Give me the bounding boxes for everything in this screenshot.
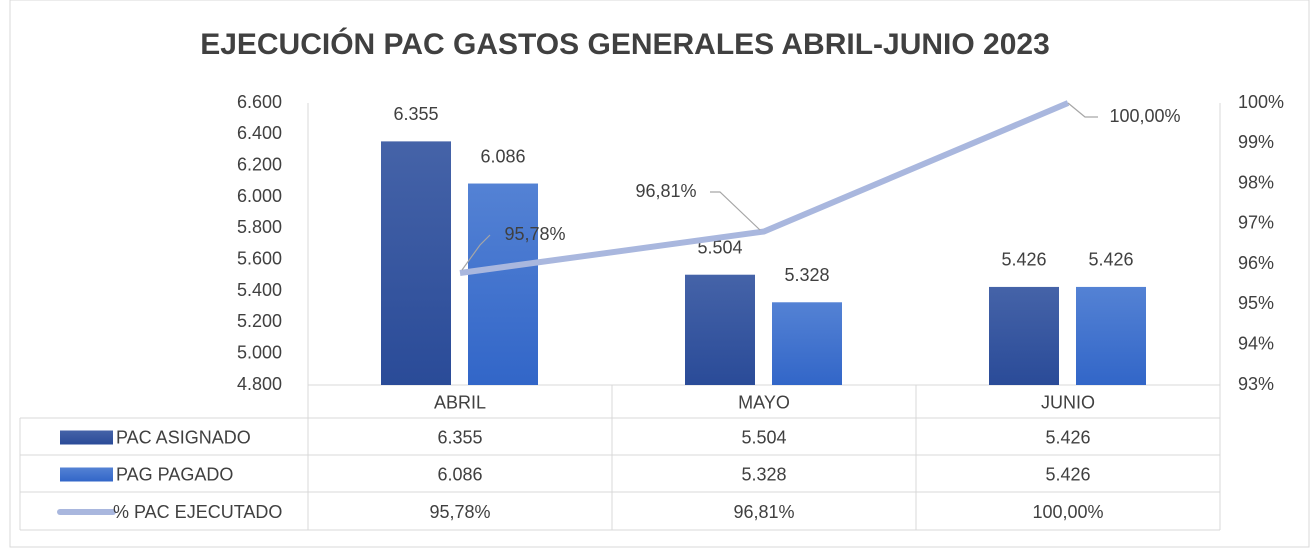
y-tick-label: 5.800 <box>237 217 282 237</box>
bar <box>989 286 1059 385</box>
data-label: 5.426 <box>1088 250 1133 270</box>
y2-tick-label: 96% <box>1238 253 1274 273</box>
y-tick-label: 5.000 <box>237 342 282 362</box>
bar <box>468 183 538 385</box>
data-label: 5.328 <box>784 265 829 285</box>
y2-tick-label: 94% <box>1238 333 1274 353</box>
table-cell: 5.328 <box>741 464 786 484</box>
table-cell: 100,00% <box>1032 502 1103 522</box>
table-cell: 95,78% <box>429 502 490 522</box>
legend-label: PAC ASIGNADO <box>116 427 251 447</box>
y2-tick-label: 99% <box>1238 132 1274 152</box>
table-cell: 5.426 <box>1045 427 1090 447</box>
y-tick-label: 4.800 <box>237 374 282 394</box>
y-tick-label: 6.600 <box>237 92 282 112</box>
x-tick-label: ABRIL <box>434 392 486 412</box>
y2-tick-label: 97% <box>1238 213 1274 233</box>
y-tick-label: 6.200 <box>237 154 282 174</box>
leader-line <box>1067 102 1098 118</box>
table-cell: 6.355 <box>437 427 482 447</box>
legend-label: % PAC EJECUTADO <box>113 502 282 522</box>
y-tick-label: 6.000 <box>237 186 282 206</box>
table-cell: 5.426 <box>1045 464 1090 484</box>
table-cell: 6.086 <box>437 464 482 484</box>
bar <box>772 302 842 385</box>
table-cell: 5.504 <box>741 427 786 447</box>
bar <box>685 274 755 385</box>
data-label: 5.426 <box>1001 250 1046 270</box>
y2-tick-label: 95% <box>1238 293 1274 313</box>
chart-border <box>9 0 1310 548</box>
x-tick-label: MAYO <box>738 392 790 412</box>
data-label: 96,81% <box>635 181 696 201</box>
data-label: 100,00% <box>1109 106 1180 126</box>
legend-label: PAG PAGADO <box>116 464 233 484</box>
line <box>459 100 1070 276</box>
y2-tick-label: 93% <box>1238 374 1274 394</box>
legend-swatch <box>60 467 113 482</box>
data-label: 6.086 <box>480 146 525 166</box>
y-tick-label: 5.600 <box>237 248 282 268</box>
leader-line <box>461 234 491 271</box>
y-tick-label: 6.400 <box>237 123 282 143</box>
data-label: 5.504 <box>697 237 742 257</box>
data-label: 6.355 <box>393 104 438 124</box>
chart-title: EJECUCIÓN PAC GASTOS GENERALES ABRIL-JUN… <box>200 27 1050 61</box>
y2-tick-label: 100% <box>1238 92 1284 112</box>
leader-line <box>710 191 761 231</box>
y-tick-label: 5.400 <box>237 280 282 300</box>
bar <box>1076 286 1146 385</box>
data-label: 95,78% <box>504 224 565 244</box>
bar <box>381 141 451 385</box>
table-cell: 96,81% <box>733 502 794 522</box>
y-tick-label: 5.200 <box>237 311 282 331</box>
x-tick-label: JUNIO <box>1041 392 1095 412</box>
y2-tick-label: 98% <box>1238 172 1274 192</box>
legend-swatch <box>60 430 113 445</box>
